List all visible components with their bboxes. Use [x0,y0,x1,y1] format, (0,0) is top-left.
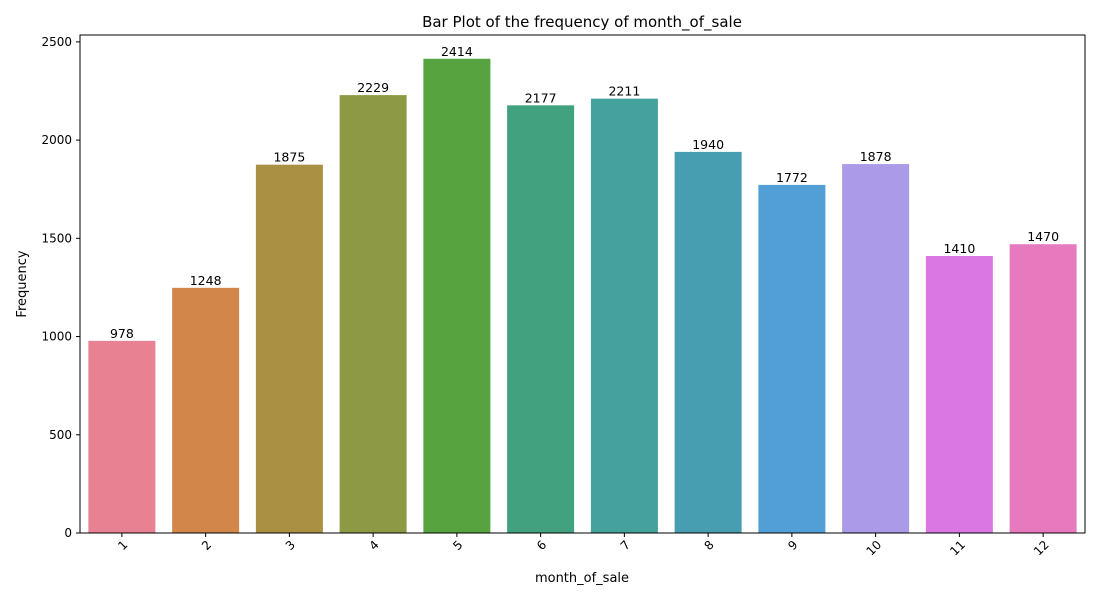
x-tick-label: 7 [618,538,633,553]
data-label-month-10: 1878 [860,149,892,164]
bar-month-7 [590,98,658,534]
plot-frame [79,34,1086,534]
x-axis-label: month_of_sale [535,571,629,586]
bar-month-4 [339,95,407,534]
y-tick-label: 2000 [41,133,72,147]
data-label-month-6: 2177 [525,90,557,105]
y-tick-label: 500 [49,428,72,442]
data-labels-group: 978 1248 1875 2229 2414 2177 2211 1940 1772 1878 1… [110,44,1059,341]
bar-month-10 [842,164,910,533]
bars-group [88,58,1077,534]
bar-month-3 [255,164,323,533]
y-tick-label: 0 [64,526,72,540]
y-tick-label: 1000 [41,330,72,344]
bar-month-5 [423,58,491,534]
y-tick-label: 1500 [41,231,72,245]
x-tick-label: 4 [366,538,381,553]
y-axis-ticks: 0 500 1000 1500 2000 2500 [41,35,80,540]
data-label-month-9: 1772 [776,170,808,185]
bar-month-8 [674,151,742,533]
x-tick-label: 6 [534,538,549,553]
x-tick-label: 10 [864,538,885,559]
x-axis-ticks: 1 2 3 4 5 6 7 8 9 10 11 12 [115,533,1052,558]
data-label-month-12: 1470 [1027,229,1059,244]
data-label-month-3: 1875 [273,150,305,165]
data-label-month-5: 2414 [441,44,473,59]
x-tick-label: 3 [283,538,298,553]
bar-month-12 [1009,244,1077,533]
x-tick-label: 11 [947,538,968,559]
data-label-month-8: 1940 [692,137,724,152]
bar-month-6 [507,105,575,533]
bar-month-2 [172,287,240,533]
x-tick-label: 12 [1031,538,1052,559]
chart-title: Bar Plot of the frequency of month_of_sa… [422,13,742,32]
data-label-month-7: 2211 [608,84,640,99]
bar-month-1 [88,340,156,533]
x-tick-label: 9 [785,538,800,553]
x-tick-label: 2 [199,538,214,553]
x-tick-label: 8 [701,538,716,553]
bar-month-11 [925,256,993,533]
x-tick-label: 5 [450,538,465,553]
data-label-month-2: 1248 [190,273,222,288]
bar-month-9 [758,184,826,533]
x-tick-label: 1 [115,538,130,553]
data-label-month-4: 2229 [357,80,389,95]
data-label-month-1: 978 [110,326,134,341]
y-tick-label: 2500 [41,35,72,49]
data-label-month-11: 1410 [943,241,975,256]
y-axis-label: Frequency [15,250,30,317]
